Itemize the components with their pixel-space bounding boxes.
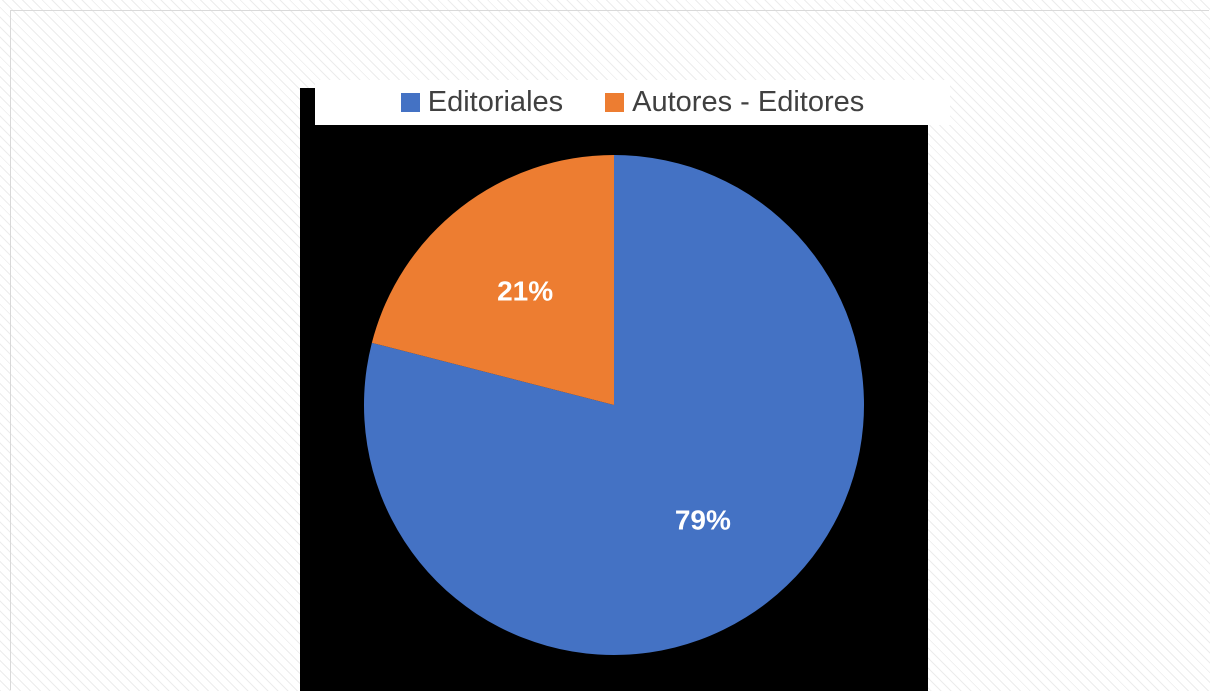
- pie-data-labels: 79% 21%: [497, 275, 731, 535]
- legend-swatch-editoriales: [400, 93, 420, 112]
- legend-swatch-autores-editores: [605, 93, 625, 112]
- legend-item-autores-editores: Autores - Editores: [605, 86, 864, 119]
- chart-frame: [10, 10, 1209, 690]
- slice-editoriales: [364, 155, 864, 656]
- chart-legend: Editoriales Autores - Editores: [315, 80, 950, 125]
- legend-label-autores-editores: Autores - Editores: [632, 86, 865, 118]
- legend-item-editoriales: Editoriales: [400, 86, 564, 119]
- data-label-autores-editores: 21%: [497, 275, 553, 306]
- legend-label-editoriales: Editoriales: [427, 86, 564, 118]
- pie-slices: [364, 155, 864, 656]
- slice-autores-editores: [371, 155, 614, 405]
- data-label-editoriales: 79%: [675, 505, 731, 536]
